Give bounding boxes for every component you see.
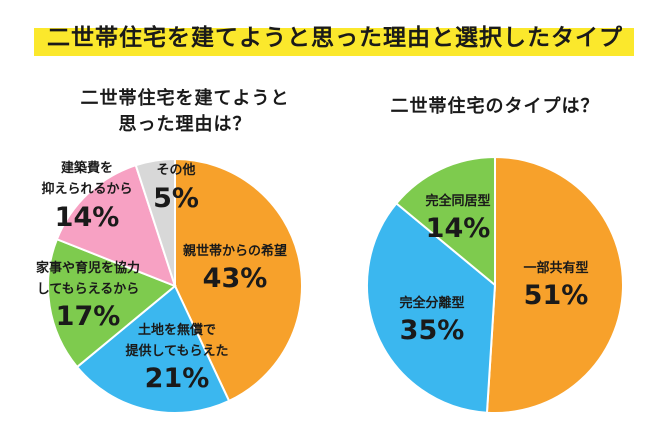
slice-label: 建築費を — [61, 160, 113, 176]
slice-label: 抑えられるから — [41, 181, 132, 197]
slice-value-label: 14% — [426, 213, 491, 244]
pie-slice — [394, 155, 496, 288]
right-chart-title: 二世帯住宅のタイプは？ — [370, 94, 620, 120]
slice-label: 完全同居型 — [425, 193, 490, 209]
left-chart-title-line: 思った理由は？ — [118, 114, 252, 135]
pie-slice — [47, 237, 177, 369]
pie-slice — [485, 155, 624, 414]
slice-value-label: 14% — [55, 202, 120, 233]
pie-slice — [134, 157, 176, 287]
page-title: 二世帯住宅を建てようと思った理由と選択したタイプ — [47, 25, 623, 51]
right-chart-title-line: 二世帯住宅のタイプは？ — [390, 96, 600, 117]
slice-value-label: 43% — [203, 263, 268, 294]
slice-label: その他 — [156, 162, 195, 178]
pie-slice — [174, 157, 303, 403]
type-pie: 一部共有型 51% 完全分離型 35% 完全同居型 14% — [366, 155, 624, 414]
pie-slice — [75, 284, 231, 414]
pie-slice — [366, 202, 497, 414]
left-chart-title: 二世帯住宅を建てようと 思った理由は？ — [60, 86, 310, 138]
left-chart-title-line: 二世帯住宅を建てようと — [80, 88, 290, 109]
slice-label: 親世帯からの希望 — [183, 243, 287, 259]
slice-value-label: 5% — [153, 183, 199, 214]
slice-value-label: 35% — [400, 315, 465, 346]
slice-label: 完全分離型 — [399, 295, 464, 311]
slice-value-label: 17% — [56, 301, 121, 332]
slice-label: してもらえるから — [37, 282, 140, 297]
slice-label: 土地を無償で — [138, 322, 216, 338]
title-highlight — [34, 28, 634, 56]
slice-value-label: 51% — [524, 280, 589, 311]
slice-value-label: 21% — [145, 363, 210, 394]
slice-label: 家事や育児を協力 — [36, 260, 140, 276]
slice-label: 一部共有型 — [523, 260, 588, 276]
slice-label: 提供してもらえた — [126, 343, 229, 359]
